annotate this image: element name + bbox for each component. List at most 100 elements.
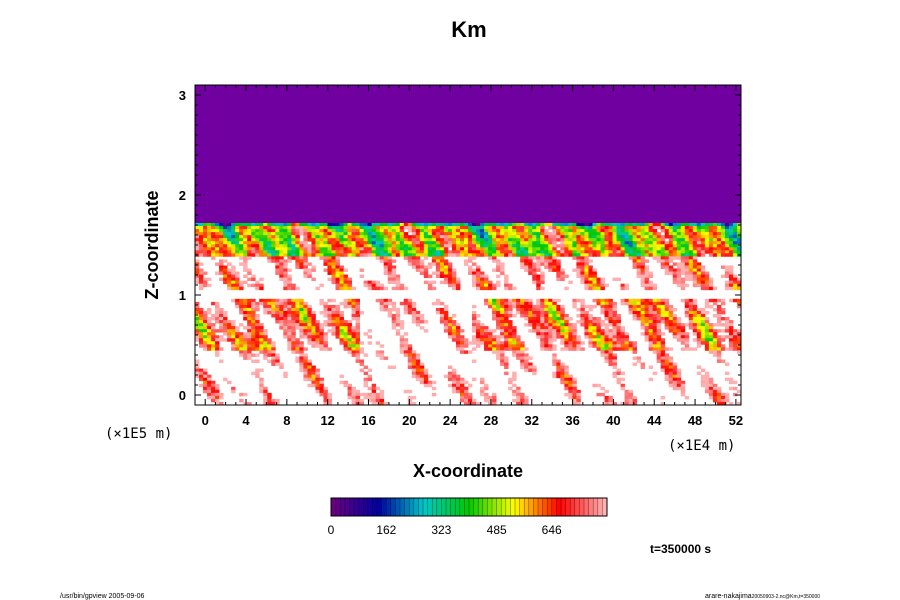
heatmap-cell — [219, 329, 224, 333]
heatmap-cell — [560, 338, 565, 342]
heatmap-cell — [347, 323, 352, 327]
heatmap-cell — [307, 238, 312, 242]
heatmap-cell — [199, 310, 204, 315]
heatmap-cell — [688, 235, 694, 239]
heatmap-cell — [632, 395, 638, 400]
heatmap-cell — [287, 344, 292, 348]
heatmap-cell — [596, 286, 601, 291]
heatmap-cell — [504, 244, 509, 248]
heatmap-cell — [656, 353, 662, 357]
heatmap-cell — [351, 338, 356, 342]
heatmap-cell — [251, 235, 256, 239]
heatmap-cell — [532, 241, 537, 245]
heatmap-cell — [239, 298, 244, 303]
heatmap-cell — [259, 238, 264, 242]
heatmap-cell — [451, 241, 457, 245]
heatmap-cell — [500, 310, 505, 315]
heatmap-cell — [423, 232, 429, 236]
heatmap-cell — [580, 226, 585, 230]
heatmap-cell — [355, 359, 360, 363]
heatmap-cell — [435, 244, 441, 248]
heatmap-cell — [628, 401, 633, 406]
heatmap-cell — [235, 223, 240, 227]
heatmap-cell — [303, 226, 308, 230]
heatmap-cell — [620, 341, 625, 345]
heatmap-cell — [259, 341, 264, 345]
heatmap-cell — [652, 238, 658, 242]
heatmap-cell — [696, 329, 702, 333]
heatmap-cell — [207, 389, 212, 394]
colorbar-segment — [579, 498, 585, 516]
heatmap-cell — [676, 338, 682, 342]
heatmap-cell — [608, 250, 613, 254]
heatmap-cell — [732, 241, 738, 245]
heatmap-cell — [367, 368, 373, 373]
heatmap-cell — [560, 232, 565, 236]
heatmap-cell — [660, 244, 666, 248]
heatmap-cell — [572, 304, 577, 309]
heatmap-cell — [644, 301, 650, 306]
heatmap-cell — [728, 329, 734, 333]
heatmap-cell — [363, 223, 369, 227]
heatmap-cell — [235, 250, 240, 254]
heatmap-cell — [371, 395, 377, 400]
heatmap-cell — [423, 320, 429, 324]
heatmap-cell — [676, 377, 682, 382]
heatmap-cell — [524, 307, 529, 312]
heatmap-cell — [459, 389, 465, 394]
heatmap-cell — [736, 329, 742, 333]
heatmap-cell — [423, 223, 429, 227]
heatmap-cell — [411, 307, 417, 312]
heatmap-cell — [472, 326, 477, 330]
heatmap-cell — [319, 235, 324, 239]
heatmap-cell — [728, 253, 734, 257]
heatmap-cell — [247, 350, 252, 354]
heatmap-cell — [644, 286, 650, 291]
heatmap-cell — [431, 286, 437, 291]
heatmap-cell — [508, 283, 513, 288]
heatmap-cell — [692, 304, 698, 309]
heatmap-cell — [383, 259, 389, 263]
heatmap-cell — [524, 298, 529, 303]
heatmap-cell — [215, 304, 220, 309]
heatmap-cell — [239, 335, 244, 339]
heatmap-cell — [335, 335, 340, 339]
heatmap-cell — [419, 362, 425, 366]
heatmap-cell — [331, 323, 336, 327]
heatmap-cell — [391, 247, 397, 251]
heatmap-cell — [632, 244, 638, 248]
heatmap-cell — [528, 356, 533, 360]
heatmap-cell — [251, 332, 256, 336]
heatmap-cell — [347, 250, 352, 254]
heatmap-cell — [472, 241, 477, 245]
heatmap-cell — [319, 226, 324, 230]
heatmap-cell — [327, 395, 332, 400]
heatmap-cell — [508, 326, 513, 330]
heatmap-cell — [455, 380, 461, 385]
heatmap-cell — [676, 320, 682, 324]
heatmap-cell — [459, 244, 465, 248]
heatmap-cell — [243, 250, 248, 254]
heatmap-cell — [315, 320, 320, 324]
heatmap-cell — [407, 250, 413, 254]
heatmap-cell — [572, 332, 577, 336]
heatmap-cell — [347, 350, 352, 354]
heatmap-cell — [343, 344, 348, 348]
heatmap-cell — [283, 244, 288, 248]
heatmap-cell — [443, 229, 449, 233]
heatmap-cell — [668, 226, 674, 230]
heatmap-cell — [211, 332, 216, 336]
heatmap-cell — [588, 232, 593, 236]
heatmap-cell — [676, 332, 682, 336]
heatmap-cell — [700, 238, 706, 242]
heatmap-cell — [656, 323, 662, 327]
heatmap-cell — [548, 244, 553, 248]
heatmap-cell — [712, 286, 718, 291]
heatmap-cell — [339, 332, 344, 336]
heatmap-cell — [327, 398, 332, 403]
heatmap-cell — [672, 317, 678, 321]
heatmap-cell — [688, 323, 694, 327]
heatmap-cell — [696, 250, 702, 254]
heatmap-cell — [251, 310, 256, 315]
heatmap-cell — [516, 250, 521, 254]
